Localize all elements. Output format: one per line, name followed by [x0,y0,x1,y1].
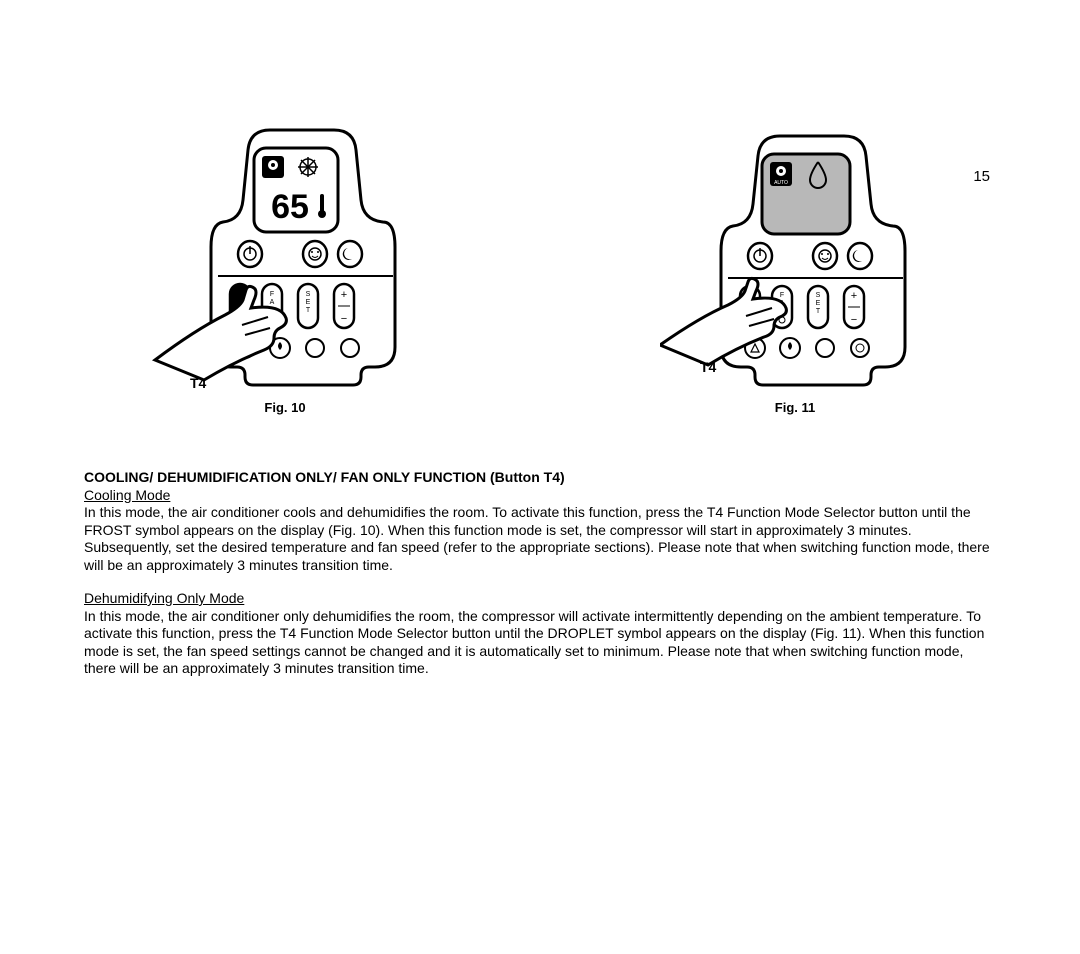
figures-row: 65 [0,120,1080,415]
svg-text:+: + [341,289,347,301]
svg-text:F: F [780,292,784,299]
t4-label-fig11: T4 [700,359,717,375]
svg-text:E: E [816,300,821,307]
svg-text:T: T [306,307,311,314]
t4-label: T4 [190,375,207,390]
svg-text:A: A [270,299,275,306]
svg-text:S: S [306,291,311,298]
fig10-caption: Fig. 10 [264,400,305,415]
svg-text:E: E [306,299,311,306]
remote-illustration-fig11: AUTO F [660,130,930,390]
svg-text:−: − [851,314,857,326]
remote-illustration-fig10: 65 [150,120,420,390]
cooling-heading: Cooling Mode [84,487,996,505]
dehumid-body: In this mode, the air conditioner only d… [84,608,996,678]
temp-display: 65 [271,188,309,226]
svg-text:F: F [270,291,274,298]
svg-text:S: S [816,292,821,299]
cooling-body: In this mode, the air conditioner cools … [84,504,996,574]
svg-text:AUTO: AUTO [774,180,788,186]
svg-text:+: + [851,290,857,302]
svg-text:T: T [816,308,821,315]
body-text: COOLING/ DEHUMIDIFICATION ONLY/ FAN ONLY… [0,415,1080,678]
figure-11: AUTO F [660,130,930,415]
figure-10: 65 [150,120,420,415]
section-title: COOLING/ DEHUMIDIFICATION ONLY/ FAN ONLY… [84,469,996,487]
fig11-caption: Fig. 11 [775,400,815,415]
page-number: 15 [973,168,990,185]
svg-text:−: − [341,313,347,325]
dehumid-heading: Dehumidifying Only Mode [84,590,996,608]
